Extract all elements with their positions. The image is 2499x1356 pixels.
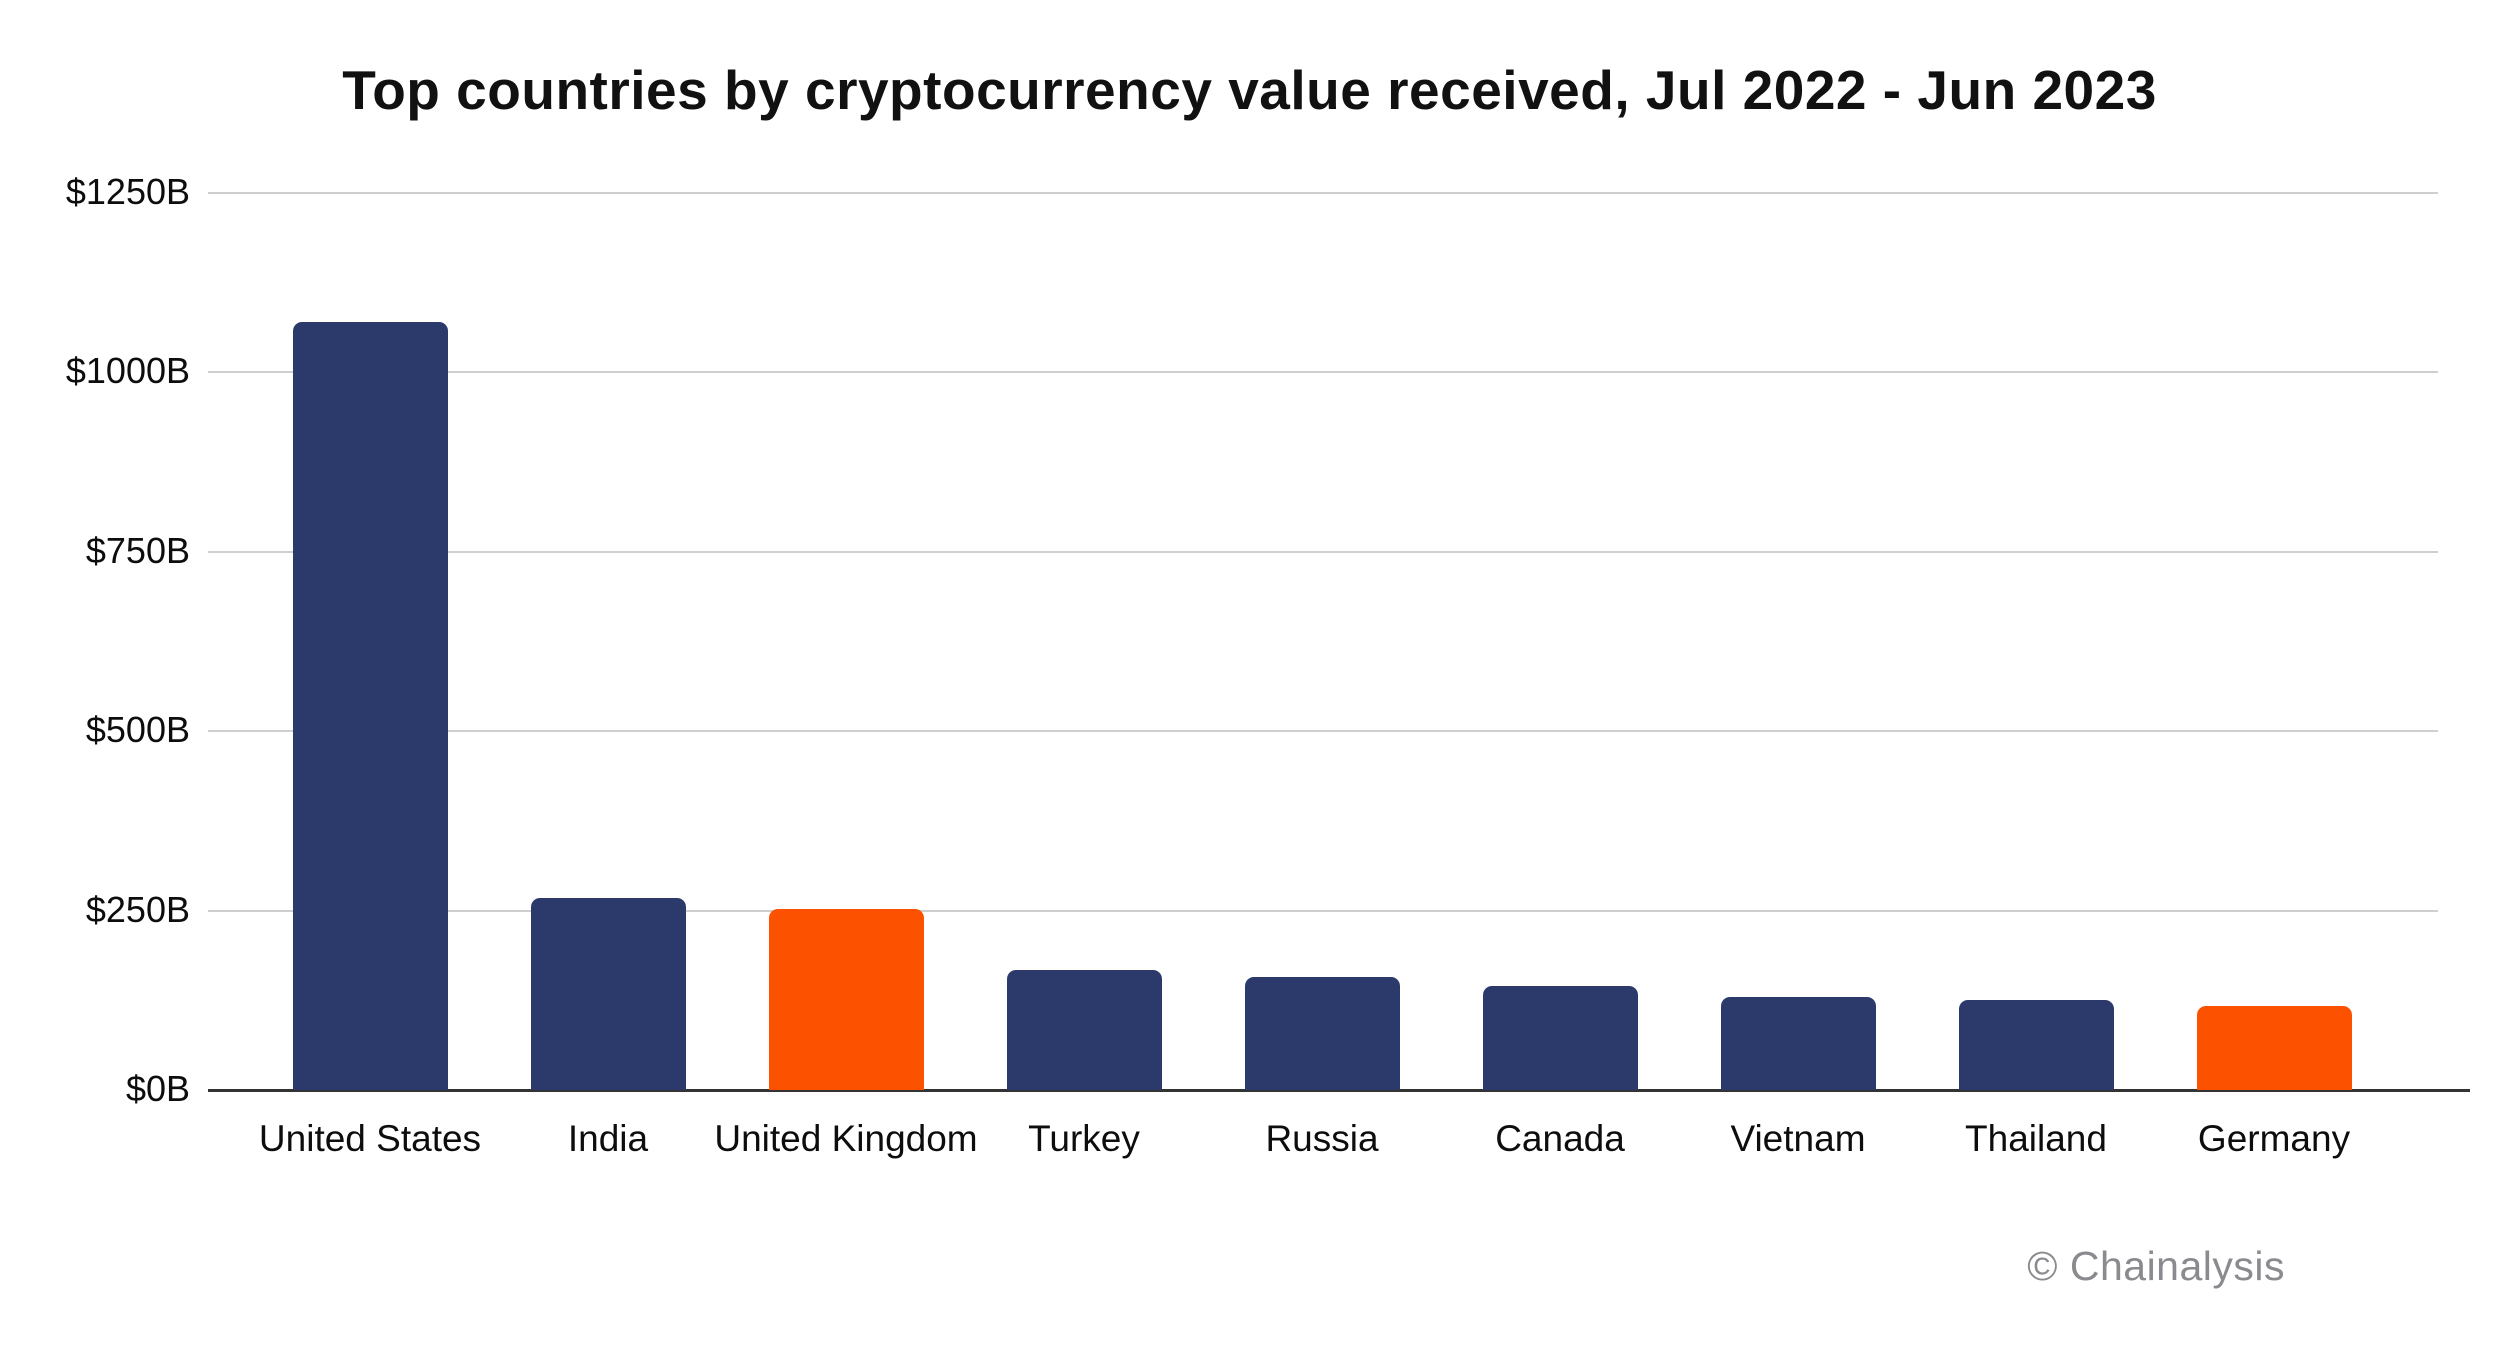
gridline-750 [208, 550, 2438, 553]
x-label-thailand: Thailand [1965, 1118, 2107, 1159]
chart-title: Top countries by cryptocurrency value re… [342, 59, 2157, 121]
x-label-canada: Canada [1495, 1118, 1625, 1159]
watermark-chainalysis: © Chainalysis [2027, 1243, 2285, 1289]
bar-thailand [1958, 1000, 2114, 1090]
x-label-russia: Russia [1265, 1118, 1379, 1159]
bar-united-states [292, 322, 448, 1090]
bar-russia [1244, 976, 1400, 1090]
bar-germany [2196, 1006, 2352, 1090]
bar-india [530, 897, 686, 1090]
y-tick-label-1250: $1250B [65, 171, 190, 212]
x-label-united-kingdom: United Kingdom [714, 1118, 978, 1159]
gridline-1250 [208, 192, 2438, 194]
y-tick-label-250: $250B [85, 888, 190, 930]
gridline-500 [208, 730, 2438, 733]
bar-vietnam [1720, 997, 1876, 1090]
x-label-germany: Germany [2197, 1118, 2351, 1159]
x-label-india: India [567, 1118, 649, 1159]
x-axis-line [208, 1089, 2470, 1092]
bar-united-kingdom [768, 909, 924, 1090]
y-tick-label-750: $750B [85, 529, 190, 571]
x-label-vietnam: Vietnam [1730, 1118, 1866, 1159]
y-tick-label-1000: $1000B [65, 350, 190, 392]
y-tick-label-0: $0B [125, 1068, 190, 1109]
y-tick-label-500: $500B [85, 709, 190, 751]
gridline-250 [208, 909, 2438, 912]
x-label-united-states: United States [258, 1118, 482, 1159]
bar-turkey [1006, 970, 1162, 1090]
gridline-1000 [208, 371, 2438, 374]
x-label-turkey: Turkey [1028, 1118, 1140, 1159]
bar-canada [1482, 985, 1638, 1090]
